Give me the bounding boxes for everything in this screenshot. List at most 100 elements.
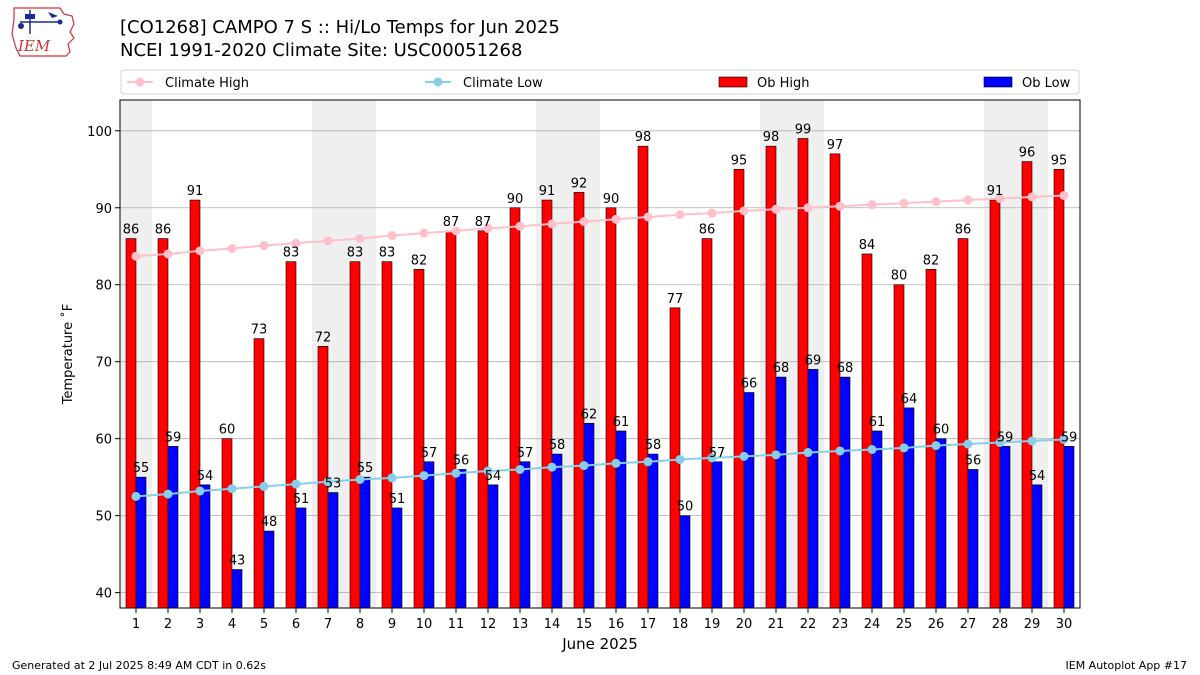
ob-high-bar [989, 199, 1001, 609]
climate-high-point [1027, 192, 1037, 202]
x-tick-label: 25 [896, 617, 913, 632]
climate-high-point [419, 228, 429, 238]
ob-high-label: 98 [635, 130, 652, 145]
ob-low-label: 55 [357, 461, 374, 476]
ob-high-label: 60 [219, 423, 236, 438]
ob-high-bar [381, 261, 393, 609]
y-tick-label: 100 [87, 125, 112, 140]
ob-low-label: 58 [549, 438, 566, 453]
climate-low-point [611, 458, 621, 468]
climate-high-point [707, 208, 717, 218]
climate-low-point [931, 441, 941, 451]
ob-high-label: 86 [955, 223, 972, 238]
ob-low-label: 53 [325, 477, 342, 492]
x-tick-label: 1 [132, 617, 140, 632]
climate-low-point [963, 439, 973, 449]
climate-high-point [579, 217, 589, 227]
climate-low-point [515, 464, 525, 474]
x-tick-label: 17 [640, 617, 657, 632]
ob-high-label: 82 [411, 253, 428, 268]
x-axis-label: June 2025 [561, 635, 638, 653]
x-tick-label: 8 [356, 617, 364, 632]
climate-low-point [675, 454, 685, 464]
ob-high-label: 83 [379, 246, 396, 261]
ob-low-bar [391, 507, 403, 609]
climate-low-point [131, 491, 141, 501]
iem-logo: IEM [11, 7, 75, 57]
ob-high-label: 97 [827, 138, 844, 153]
ob-high-label: 86 [123, 223, 140, 238]
ob-low-bar [327, 492, 339, 609]
climate-high-point [995, 194, 1005, 204]
ob-low-bar [295, 507, 307, 609]
ob-low-bar [1031, 484, 1043, 609]
ob-high-label: 87 [443, 215, 460, 230]
climate-low-point [451, 468, 461, 478]
climate-high-point [163, 249, 173, 259]
ob-high-bar [925, 269, 937, 609]
ob-high-label: 95 [731, 153, 748, 168]
climate-high-point [451, 226, 461, 236]
climate-low-point [547, 462, 557, 472]
climate-low-point [419, 471, 429, 481]
ob-high-label: 82 [923, 253, 940, 268]
ob-low-label: 50 [677, 500, 694, 515]
x-tick-label: 23 [832, 617, 849, 632]
ob-high-bar [765, 145, 777, 609]
ob-low-bar [583, 422, 595, 609]
ob-low-label: 61 [869, 415, 886, 430]
climate-high-point [1059, 190, 1069, 200]
climate-high-point [771, 204, 781, 214]
climate-high-point [867, 200, 877, 210]
legend-box [120, 69, 1080, 95]
data-labels: 86 55 86 59 91 54 60 43 73 48 83 51 72 53 83 55 83 51 82 57… [123, 122, 1078, 568]
ob-high-label: 90 [507, 192, 524, 207]
climate-high-point [515, 221, 525, 231]
legend-label: Climate Low [463, 76, 543, 91]
ob-low-bar [839, 376, 851, 609]
climate-low-point [1059, 434, 1069, 444]
climate-low-point [163, 489, 173, 499]
ob-low-label: 57 [709, 446, 726, 461]
climate-high-point [547, 219, 557, 229]
ob-low-label: 55 [133, 461, 150, 476]
ob-low-label: 62 [581, 407, 598, 422]
x-tick-label: 10 [416, 617, 433, 632]
climate-low-point [195, 486, 205, 496]
x-tick-label: 4 [228, 617, 236, 632]
ob-low-bar [999, 446, 1011, 609]
climate-high-point [323, 236, 333, 246]
ob-low-bar [231, 569, 243, 609]
climate-low-point [1027, 436, 1037, 446]
ob-high-bar [413, 269, 425, 609]
ob-high-label: 99 [795, 122, 812, 137]
legend-label: Climate High [165, 76, 249, 91]
ob-high-label: 91 [539, 184, 556, 199]
climate-high-point [899, 198, 909, 208]
climate-low-line [135, 438, 1065, 498]
ob-high-label: 80 [891, 269, 908, 284]
x-tick-label: 19 [704, 617, 721, 632]
climate-high-point [835, 201, 845, 211]
ob-high-label: 77 [667, 292, 684, 307]
ob-low-label: 59 [165, 430, 182, 445]
legend-marker [433, 77, 443, 87]
ob-high-label: 86 [699, 223, 716, 238]
ob-high-label: 87 [475, 215, 492, 230]
app-note: IEM Autoplot App #17 [1065, 659, 1188, 672]
ob-high-bar [573, 192, 585, 609]
ob-high-bar [605, 207, 617, 609]
ob-low-bar [263, 530, 275, 609]
ob-high-label: 96 [1019, 146, 1036, 161]
x-tick-label: 12 [480, 617, 497, 632]
ob-high-bar [253, 338, 265, 609]
x-tick-label: 7 [324, 617, 332, 632]
climate-high-point [675, 210, 685, 220]
climate-low-point [995, 438, 1005, 448]
ob-low-label: 58 [645, 438, 662, 453]
climate-low-point [739, 451, 749, 461]
climate-low-point [291, 479, 301, 489]
climate-high-point [227, 244, 237, 254]
ob-high-bar [829, 153, 841, 609]
